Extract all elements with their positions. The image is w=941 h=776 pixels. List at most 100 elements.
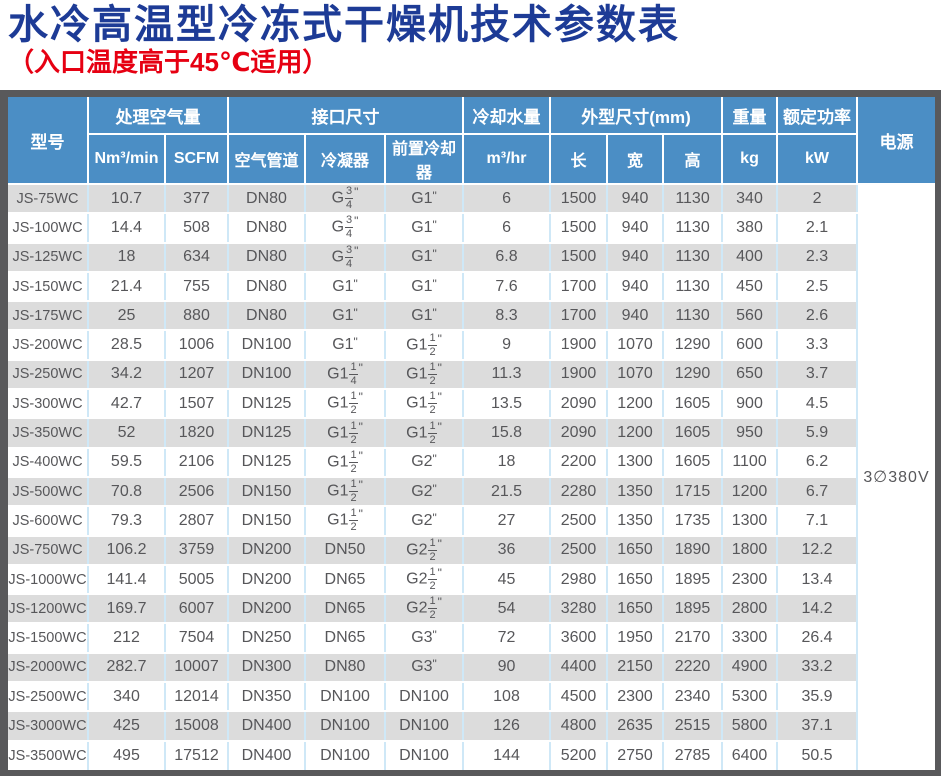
unit-water: m³/hr — [462, 133, 552, 185]
cell-weight-kg: 600 — [721, 329, 779, 361]
cell-model: JS-1500WC — [8, 622, 89, 654]
cell-precooler: DN100 — [383, 739, 465, 770]
cell-length: 2280 — [549, 475, 609, 508]
table-row: JS-600WC 79.3 2807 DN150 G1 1 2 " G2" 27 2500 1350 1… — [8, 505, 935, 537]
cell-power-kw: 7.1 — [776, 505, 859, 537]
cell-weight-kg: 1200 — [721, 475, 779, 508]
cell-scfm: 755 — [164, 270, 229, 303]
table-row: JS-175WC 25 880 DN80 G1" G1" 8.3 1700 940 1130 560… — [8, 300, 935, 332]
cell-model: JS-250WC — [8, 358, 89, 391]
cell-height: 1605 — [662, 417, 724, 449]
cell-width: 940 — [606, 241, 665, 273]
cell-condenser: DN65 — [304, 593, 386, 625]
cell-precooler: DN100 — [383, 710, 465, 742]
table-row: JS-1200WC 169.7 6007 DN200 DN65 G2 1 2 " 54 3280 16… — [8, 593, 935, 625]
cell-water-m3hr: 54 — [462, 593, 552, 625]
unit-precooler: 前置冷却器 — [383, 133, 465, 185]
cell-condenser: DN65 — [304, 622, 386, 654]
cell-height: 1715 — [662, 475, 724, 508]
cell-model: JS-600WC — [8, 505, 89, 537]
cell-weight-kg: 400 — [721, 241, 779, 273]
table-body: JS-75WC 10.7 377 DN80 G 3 4 " G1" 6 1500 940 1130 340… — [8, 184, 936, 770]
cell-condenser: DN100 — [304, 681, 386, 713]
table-row: JS-125WC 18 634 DN80 G 3 4 " G1" 6.8 1500 940 1130 40… — [8, 241, 935, 273]
cell-scfm: 2506 — [164, 475, 229, 508]
cell-weight-kg: 1300 — [721, 505, 779, 537]
table-row: JS-300WC 42.7 1507 DN125 G1 1 2 " G1 1 2 " 13.5 2090 1… — [8, 388, 935, 420]
cell-width: 2300 — [606, 681, 665, 713]
cell-length: 1900 — [549, 329, 609, 361]
cell-scfm: 508 — [164, 212, 229, 244]
unit-width: 宽 — [606, 133, 665, 185]
cell-model: JS-1200WC — [8, 593, 89, 625]
cell-length: 2500 — [549, 505, 609, 537]
cell-length: 3600 — [549, 622, 609, 654]
header-weight-group: 重量 — [721, 97, 779, 135]
table-row: JS-75WC 10.7 377 DN80 G 3 4 " G1" 6 1500 940 1130 340… — [8, 184, 936, 770]
cell-height: 1890 — [662, 534, 724, 566]
cell-weight-kg: 2300 — [721, 563, 779, 596]
cell-model: JS-1000WC — [8, 563, 89, 596]
cell-condenser: DN100 — [304, 710, 386, 742]
cell-condenser: G1 1 2 " — [304, 475, 386, 508]
cell-height: 2340 — [662, 681, 724, 713]
cell-air-pipe: DN200 — [227, 593, 306, 625]
header-model: 型号 — [8, 97, 89, 185]
cell-scfm: 1207 — [164, 358, 229, 391]
cell-water-m3hr: 6.8 — [462, 241, 552, 273]
cell-length: 1900 — [549, 358, 609, 391]
cell-model: JS-2000WC — [8, 651, 89, 684]
cell-air-pipe: DN200 — [227, 563, 306, 596]
header-dimensions-group: 外型尺寸(mm) — [549, 97, 724, 135]
cell-length: 1500 — [549, 184, 609, 215]
unit-length: 长 — [549, 133, 609, 185]
cell-water-m3hr: 6 — [462, 184, 552, 215]
cell-precooler: G3" — [383, 651, 465, 684]
table-row: JS-1000WC 141.4 5005 DN200 DN65 G2 1 2 " 45 2980 16… — [8, 563, 935, 596]
cell-model: JS-400WC — [8, 446, 89, 478]
unit-air-pipe: 空气管道 — [227, 133, 306, 185]
cell-scfm: 10007 — [164, 651, 229, 684]
cell-length: 4800 — [549, 710, 609, 742]
cell-width: 1350 — [606, 475, 665, 508]
cell-condenser: G 3 4 " — [304, 184, 386, 215]
table-head: 型号 处理空气量 接口尺寸 冷却水量 外型尺寸(mm) 重量 额定功率 电源 N… — [8, 97, 936, 185]
cell-power-kw: 2 — [776, 184, 859, 215]
cell-weight-kg: 450 — [721, 270, 779, 303]
cell-precooler: G1" — [383, 212, 465, 244]
cell-width: 1200 — [606, 388, 665, 420]
header-rated-power-group: 额定功率 — [776, 97, 859, 135]
table-row: JS-400WC 59.5 2106 DN125 G1 1 2 " G2" 18 2200 1300 1… — [8, 446, 935, 478]
cell-precooler: G1" — [383, 241, 465, 273]
cell-model: JS-2500WC — [8, 681, 89, 713]
table-row: JS-350WC 52 1820 DN125 G1 1 2 " G1 1 2 " 15.8 2090 120… — [8, 417, 935, 449]
cell-condenser: DN50 — [304, 534, 386, 566]
cell-model: JS-750WC — [8, 534, 89, 566]
unit-kw: kW — [776, 133, 859, 185]
cell-air-pipe: DN80 — [227, 184, 306, 215]
cell-scfm: 880 — [164, 300, 229, 332]
cell-water-m3hr: 90 — [462, 651, 552, 684]
cell-water-m3hr: 18 — [462, 446, 552, 478]
cell-nm3-min: 25 — [87, 300, 166, 332]
cell-water-m3hr: 108 — [462, 681, 552, 713]
cell-model: JS-300WC — [8, 388, 89, 420]
cell-width: 1300 — [606, 446, 665, 478]
cell-length: 2980 — [549, 563, 609, 596]
cell-water-m3hr: 45 — [462, 563, 552, 596]
cell-weight-kg: 340 — [721, 184, 779, 215]
cell-precooler: G3" — [383, 622, 465, 654]
cell-water-m3hr: 72 — [462, 622, 552, 654]
cell-condenser: G1" — [304, 300, 386, 332]
cell-air-pipe: DN125 — [227, 417, 306, 449]
cell-scfm: 12014 — [164, 681, 229, 713]
cell-height: 1895 — [662, 563, 724, 596]
cell-length: 2200 — [549, 446, 609, 478]
